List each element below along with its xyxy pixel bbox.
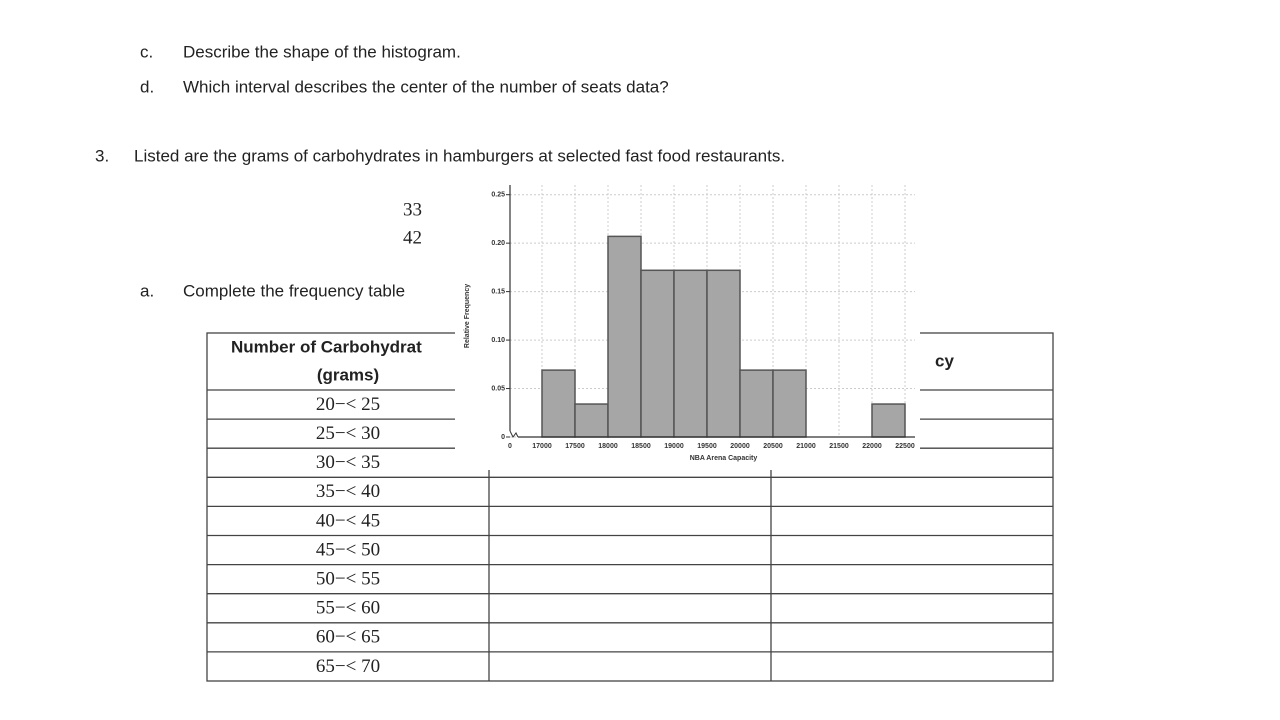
row-label: 50−< 55: [316, 569, 380, 590]
part-marker: a.: [140, 281, 154, 300]
question-text: Listed are the grams of carbohydrates in…: [134, 146, 785, 165]
row-label: 25−< 30: [316, 423, 380, 444]
row-label: 60−< 65: [316, 627, 380, 648]
data-value: 42: [403, 227, 422, 248]
item-text: Describe the shape of the histogram.: [183, 42, 461, 61]
item-marker: c.: [140, 42, 153, 61]
row-label: 40−< 45: [316, 510, 380, 531]
y-tick-label: 0.25: [491, 192, 505, 199]
y-tick-label: 0.20: [491, 240, 505, 247]
y-axis-label: Relative Frequency: [464, 284, 471, 348]
x-tick-label: 20000: [730, 443, 750, 450]
bar: [640, 269, 675, 438]
x-tick-label: 21500: [829, 443, 849, 450]
x-tick-label: 19500: [697, 443, 717, 450]
item-text: Which interval describes the center of t…: [183, 77, 669, 96]
header-text: cy: [935, 351, 954, 370]
x-tick-label: 19000: [664, 443, 684, 450]
data-value: 33: [403, 199, 422, 220]
part-text: Complete the frequency table: [183, 281, 405, 300]
header-text: Number of Carbohydrat: [231, 337, 422, 356]
x-tick-label: 18000: [598, 443, 618, 450]
bar: [607, 235, 642, 438]
y-tick-label: 0.10: [491, 337, 505, 344]
axis-break: [509, 430, 519, 438]
bar: [739, 369, 774, 438]
row-label: 55−< 60: [316, 598, 380, 619]
bar: [871, 403, 906, 438]
row-label: 30−< 35: [316, 452, 380, 473]
x-tick-label: 17000: [532, 443, 552, 450]
y-tick-label: 0.05: [491, 385, 505, 392]
y-tick-label: 0.15: [491, 288, 505, 295]
bar: [772, 369, 807, 438]
header-text: (grams): [317, 365, 379, 384]
item-marker: d.: [140, 77, 154, 96]
frequency-table: Number of Carbohydrat (grams) cy 20−< 25…: [206, 332, 1054, 682]
bar: [574, 403, 609, 438]
x-origin-label: 0: [508, 443, 512, 450]
y-tick-label: 0: [501, 434, 505, 441]
x-tick-label: 17500: [565, 443, 585, 450]
x-tick-label: 22500: [895, 443, 915, 450]
question-number: 3.: [95, 146, 109, 165]
bar: [541, 369, 576, 438]
row-label: 35−< 40: [316, 481, 380, 502]
x-tick-label: 18500: [631, 443, 651, 450]
row-label: 45−< 50: [316, 539, 380, 560]
bar: [673, 269, 708, 438]
x-tick-label: 21000: [796, 443, 816, 450]
row-label: 65−< 70: [316, 656, 380, 677]
x-tick-label: 20500: [763, 443, 783, 450]
x-axis-label: NBA Arena Capacity: [690, 455, 758, 462]
bar: [706, 269, 741, 438]
row-label: 20−< 25: [316, 394, 380, 415]
histogram: 0 0.05 0.10 0.15 0.20 0.25 17000 17500 18000 1850…: [455, 180, 920, 470]
x-tick-label: 22000: [862, 443, 882, 450]
